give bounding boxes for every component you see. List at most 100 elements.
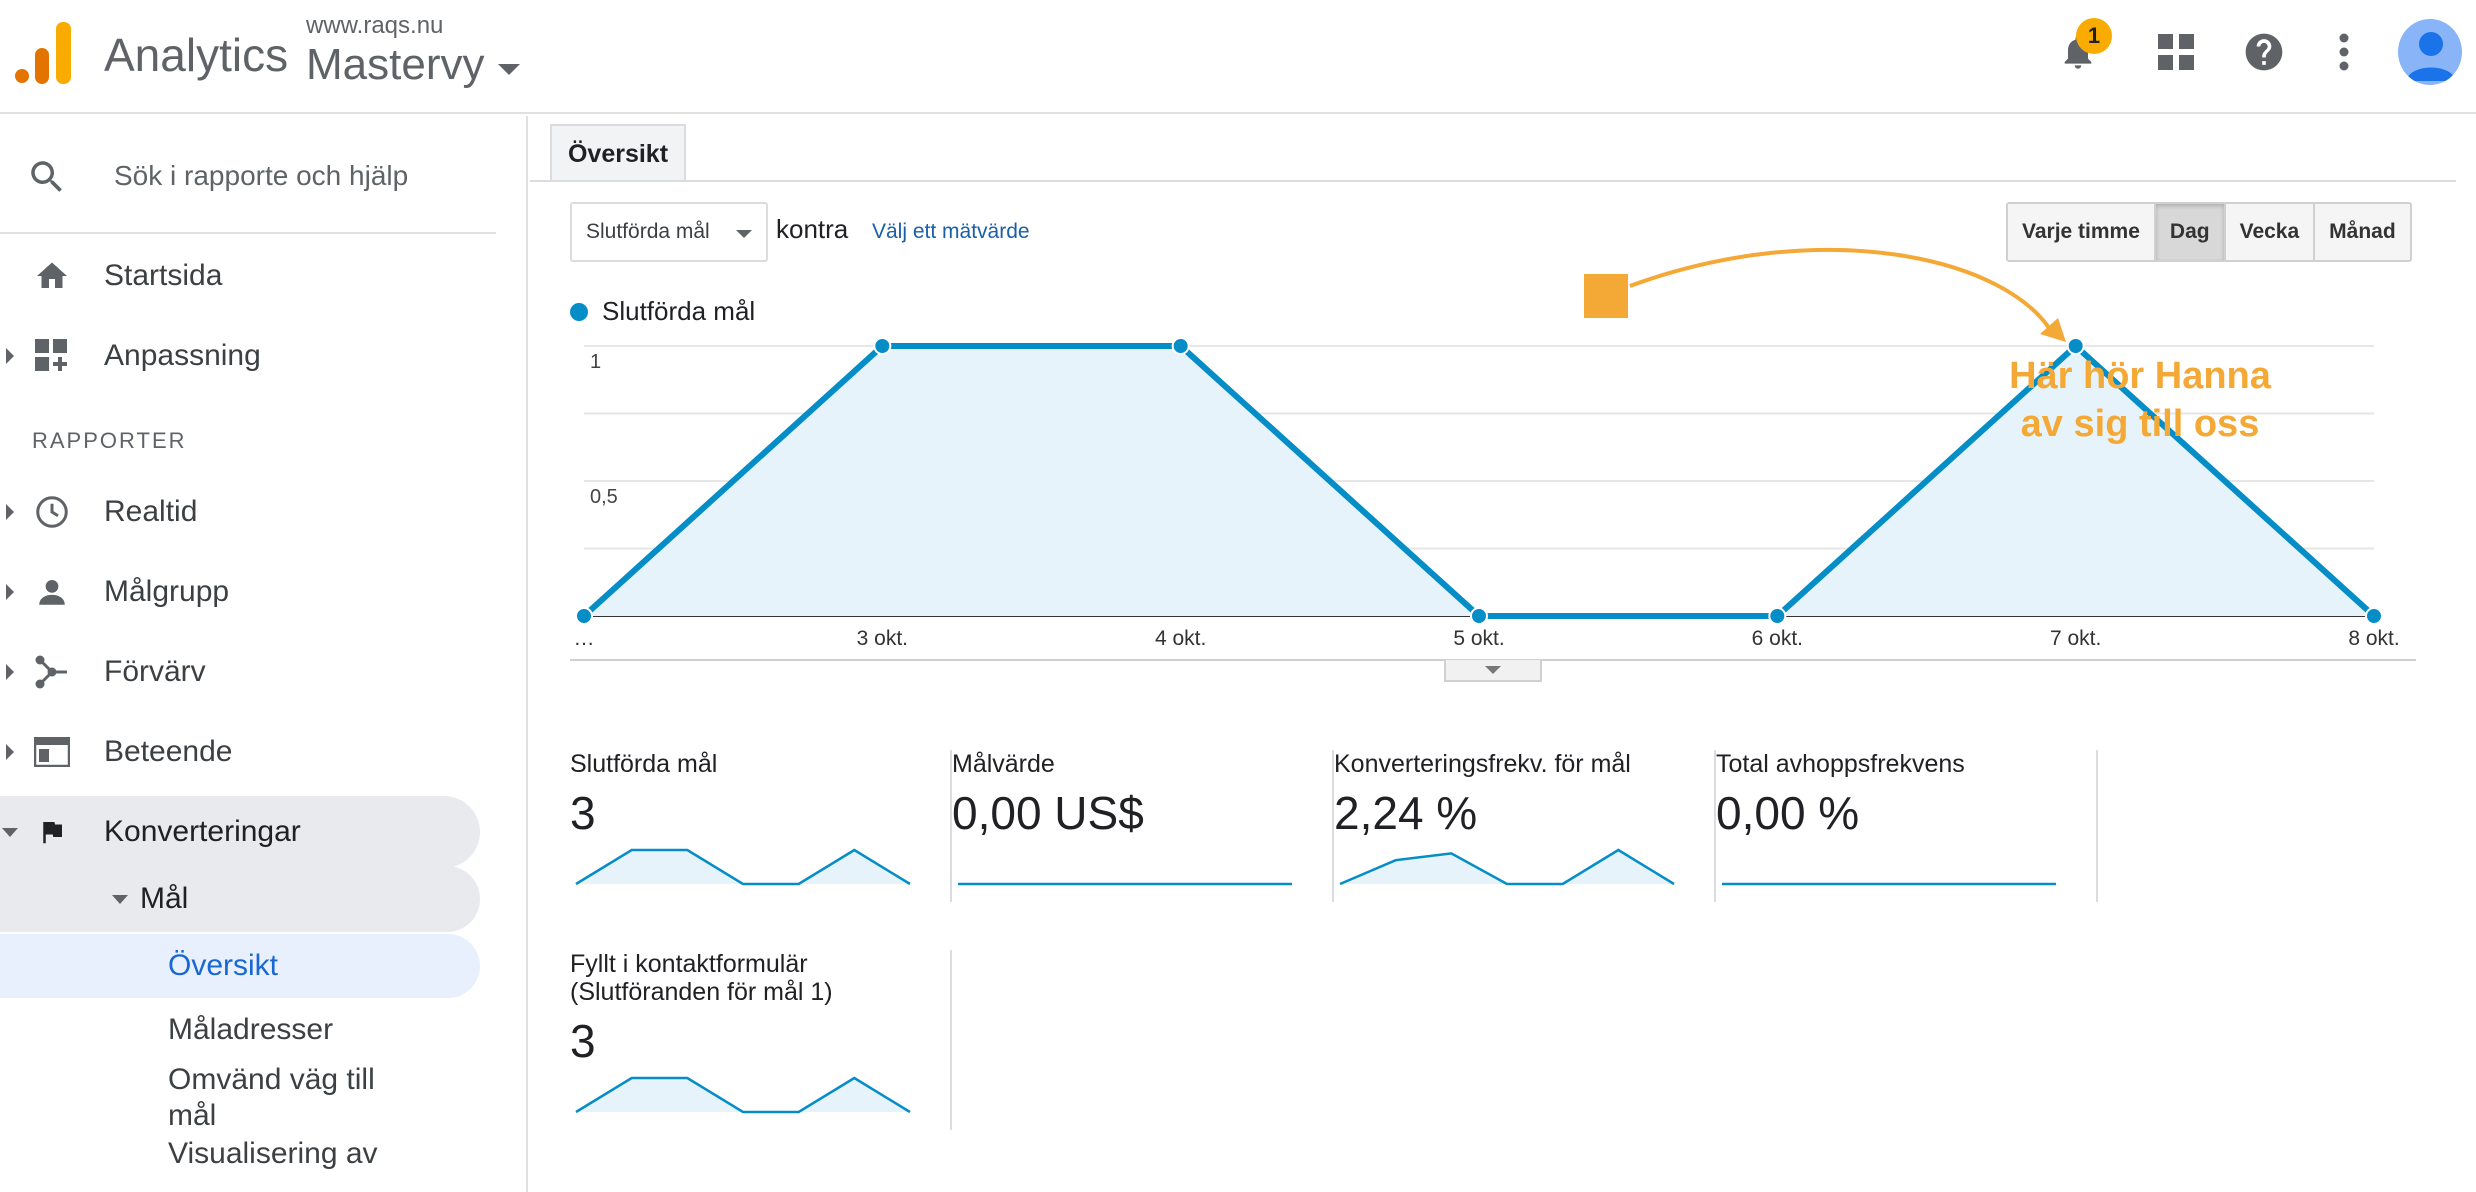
x-tick-label: 6 okt.: [1752, 627, 1803, 650]
apps-button[interactable]: [2144, 18, 2208, 86]
x-tick-label: 3 okt.: [857, 627, 908, 650]
sidebar-item-startsida[interactable]: Startsida: [0, 240, 496, 312]
apps-grid-icon: [2158, 34, 2194, 70]
sidebar-item-forvarv[interactable]: Förvärv: [0, 636, 496, 708]
search-input[interactable]: Sök i rapporte och hjälp: [114, 160, 409, 191]
legend-label: Slutförda mål: [602, 296, 756, 326]
scorecard-label: Målvärde: [952, 750, 1055, 778]
sidebar-item-beteende[interactable]: Beteende: [0, 716, 496, 788]
period-month-button[interactable]: Månad: [2313, 204, 2410, 260]
annotation-line: Här hör Hanna: [2009, 355, 2271, 397]
x-tick-label: …: [574, 627, 595, 650]
scorecard-label: Total avhoppsfrekvens: [1716, 750, 1965, 778]
sidebar-item-oversikt[interactable]: Översikt: [0, 934, 480, 998]
behavior-icon: [32, 732, 72, 772]
tab-divider: [530, 180, 2456, 182]
notifications-button[interactable]: 1: [2046, 18, 2112, 86]
expand-arrow-icon: [6, 504, 14, 520]
sparkline-line: [1339, 848, 1675, 886]
sidebar: Sök i rapporte och hjälp Startsida Anpas…: [0, 116, 528, 1192]
scorecard[interactable]: Fyllt i kontaktformulär (Slutföranden fö…: [570, 950, 952, 1130]
dashboard-plus-icon: [32, 336, 72, 376]
sidebar-item-label: Beteende: [104, 735, 233, 768]
sidebar-item-malgrupp[interactable]: Målgrupp: [0, 556, 496, 628]
data-point[interactable]: [1470, 607, 1488, 625]
data-point[interactable]: [575, 607, 593, 625]
sidebar-item-label: Startsida: [104, 259, 223, 292]
expand-arrow-icon: [6, 664, 14, 680]
help-button[interactable]: [2232, 18, 2296, 86]
sidebar-item-label: Konverteringar: [104, 815, 301, 848]
expand-arrow-icon: [6, 348, 14, 364]
sidebar-item-visualisering[interactable]: Visualisering av: [0, 1136, 496, 1176]
caret-down-icon: [1485, 666, 1501, 674]
sparkline-area: [576, 1078, 910, 1112]
legend-dot: [570, 302, 588, 321]
y-tick-label: 1: [590, 351, 601, 373]
chart-collapse-toggle[interactable]: [1444, 660, 1542, 682]
more-options-button[interactable]: [2312, 18, 2376, 86]
sidebar-item-omvand-vag[interactable]: Omvänd väg till mål: [0, 1062, 496, 1134]
scorecard[interactable]: Total avhoppsfrekvens 0,00 %: [1716, 750, 2098, 902]
series-area: [584, 346, 2374, 616]
sidebar-item-label: Måladresser: [168, 1013, 334, 1046]
section-heading-reports: RAPPORTER: [32, 428, 187, 453]
scorecard[interactable]: Målvärde 0,00 US$: [952, 750, 1334, 902]
choose-metric-link[interactable]: Välj ett mätvärde: [872, 220, 1030, 243]
app-name: Analytics: [104, 29, 289, 81]
annotation-line: av sig till oss: [2020, 403, 2260, 445]
data-point[interactable]: [1768, 607, 1787, 625]
x-tick-label: 8 okt.: [2348, 627, 2399, 650]
annotation-arrow: [1629, 247, 2056, 337]
search-icon: [31, 161, 62, 192]
collapse-arrow-icon: [2, 827, 18, 837]
sidebar-item-realtid[interactable]: Realtid: [0, 476, 496, 548]
annotation-marker: [1584, 274, 1628, 318]
clock-icon: [32, 492, 72, 532]
sidebar-item-konverteringar[interactable]: Konverteringar: [0, 796, 480, 868]
scorecard[interactable]: Slutförda mål 3: [570, 750, 952, 902]
scorecard[interactable]: Konverteringsfrekv. för mål 2,24 %: [1334, 750, 1716, 902]
main-content: Översikt Slutförda mål kontra Välj ett m…: [530, 116, 2476, 1192]
acquisition-icon: [32, 652, 72, 692]
scorecard-value: 2,24 %: [1334, 787, 1478, 839]
view-selector[interactable]: Mastervy: [306, 40, 521, 90]
collapse-arrow-icon: [112, 894, 128, 904]
scorecard-value: 3: [570, 787, 596, 839]
flag-icon: [32, 812, 72, 852]
versus-label: kontra: [776, 214, 849, 244]
metric-select-value: Slutförda mål: [586, 220, 710, 243]
scorecard-value: 0,00 US$: [952, 787, 1144, 839]
data-point[interactable]: [2066, 337, 2085, 355]
expand-arrow-icon: [6, 584, 14, 600]
sparkline: [575, 848, 911, 886]
period-week-button[interactable]: Vecka: [2223, 204, 2314, 260]
sidebar-item-label: Översikt: [168, 949, 279, 982]
account-button[interactable]: [2398, 18, 2462, 86]
metric-select[interactable]: Slutförda mål: [570, 202, 768, 262]
annotation-arrowhead: [2040, 318, 2066, 342]
sidebar-search[interactable]: Sök i rapporte och hjälp: [0, 116, 496, 234]
y-tick-label: 0,5: [590, 486, 618, 508]
scorecard-value: 0,00 %: [1716, 787, 1860, 839]
top-bar: Analytics www.raqs.nu Mastervy 1: [0, 0, 2476, 114]
notification-badge: 1: [2076, 18, 2112, 54]
period-day-button[interactable]: Dag: [2153, 204, 2224, 260]
data-point[interactable]: [2365, 607, 2383, 625]
person-icon: [32, 572, 72, 612]
data-point[interactable]: [873, 337, 892, 355]
data-point[interactable]: [1171, 337, 1190, 355]
sparkline-area: [576, 850, 910, 884]
sparkline: [958, 882, 1292, 886]
analytics-logo: [15, 22, 71, 84]
sidebar-item-label: Omvänd väg till mål: [168, 1063, 375, 1132]
sidebar-item-maladresser[interactable]: Måladresser: [0, 998, 496, 1062]
sidebar-item-label: Mål: [140, 882, 189, 915]
sidebar-item-anpassning[interactable]: Anpassning: [0, 320, 496, 392]
chart-annotation: Här hör Hanna av sig till oss: [1930, 352, 2350, 448]
help-icon: [2245, 33, 2283, 71]
tab-oversikt[interactable]: Översikt: [550, 124, 686, 182]
scorecard-label: Konverteringsfrekv. för mål: [1334, 750, 1631, 778]
period-hourly-button[interactable]: Varje timme: [2022, 220, 2140, 243]
sidebar-item-mal[interactable]: Mål: [0, 866, 480, 932]
